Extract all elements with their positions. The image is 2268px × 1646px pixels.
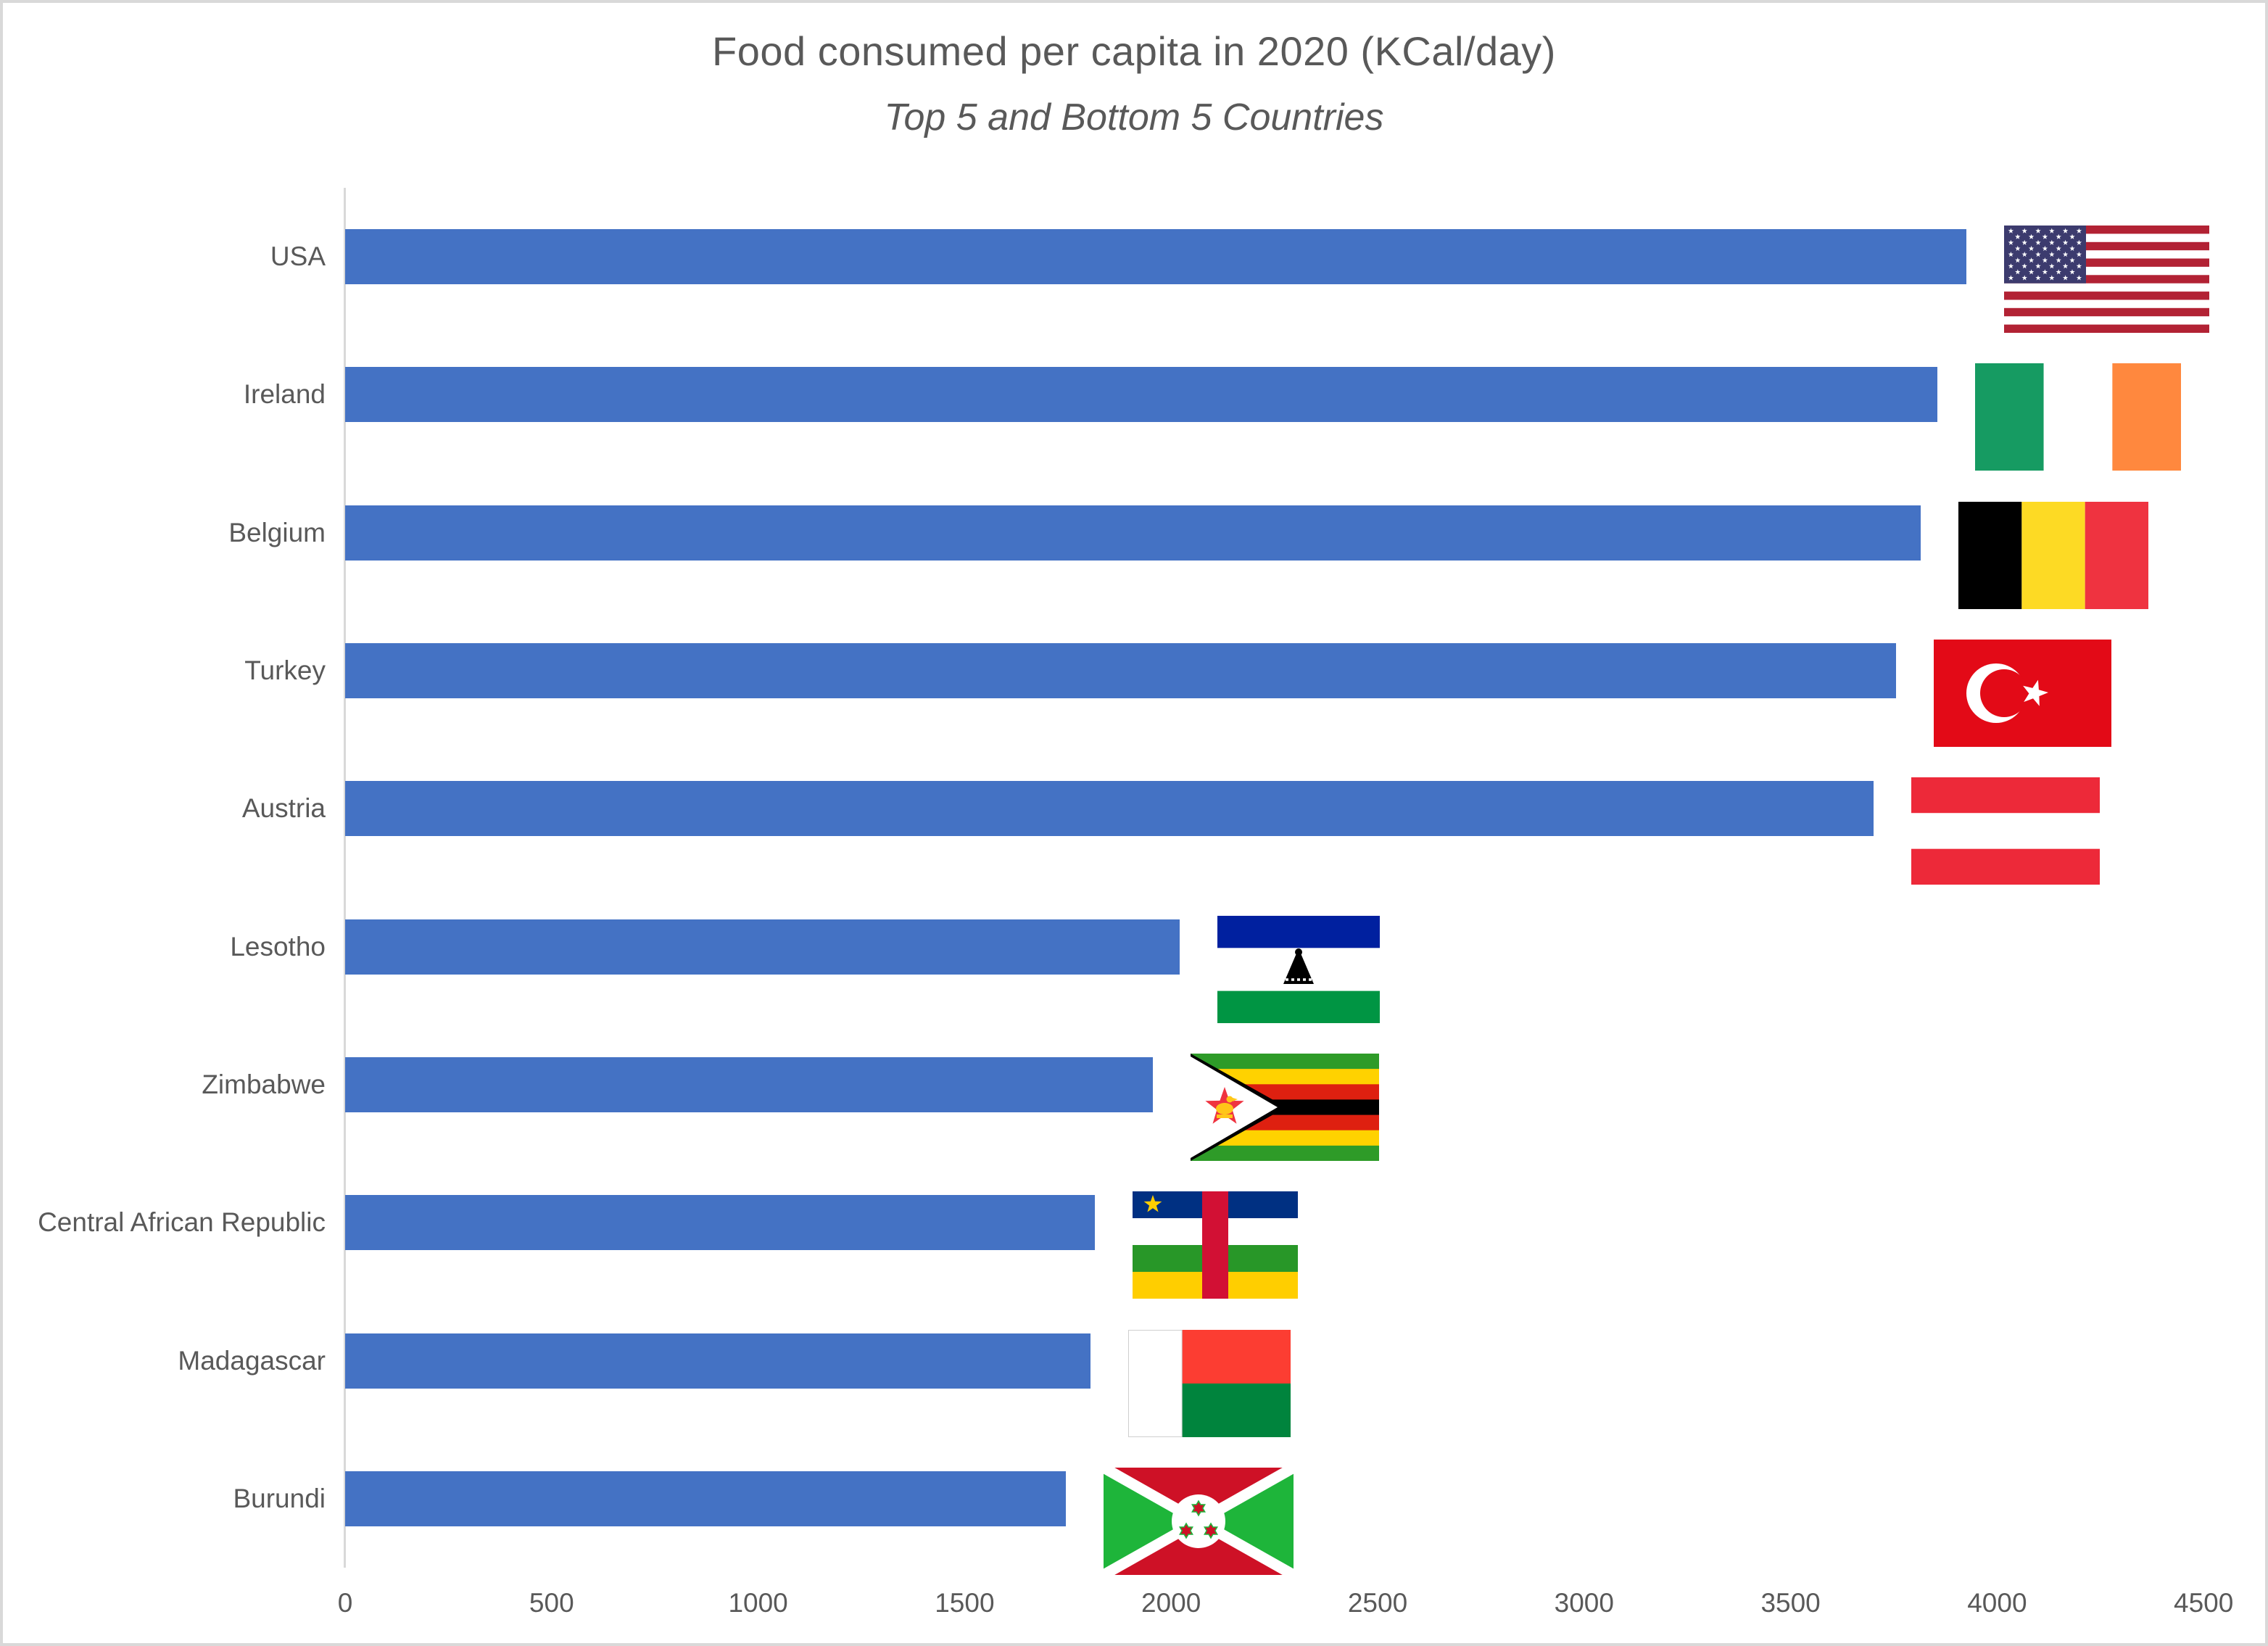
- bar-madagascar: [345, 1333, 1090, 1389]
- plot-area: USA Ireland Belgium Turkey Austria Lesotho Zim…: [3, 3, 2265, 1643]
- bar-burundi: [345, 1471, 1066, 1526]
- bar-central-african-republic: [345, 1195, 1095, 1251]
- bar-turkey: [345, 643, 1896, 699]
- bar-lesotho: [345, 919, 1180, 975]
- y-axis-line: [344, 188, 346, 1568]
- x-axis-tick-label: 500: [529, 1588, 574, 1618]
- category-label-belgium: Belgium: [228, 517, 326, 547]
- x-axis-tick-label: 2000: [1141, 1588, 1201, 1618]
- category-label-zimbabwe: Zimbabwe: [202, 1069, 326, 1099]
- zimbabwe-flag-icon: [1191, 1053, 1379, 1162]
- central-african-republic-flag-icon: [1133, 1191, 1298, 1299]
- x-axis-tick-label: 2500: [1347, 1588, 1408, 1618]
- turkey-flag-icon: [1934, 640, 2111, 748]
- x-axis-tick-label: 3000: [1554, 1588, 1614, 1618]
- usa-flag-icon: [2004, 226, 2209, 334]
- category-label-central-african-republic: Central African Republic: [38, 1207, 326, 1238]
- category-label-austria: Austria: [241, 793, 326, 824]
- category-label-madagascar: Madagascar: [178, 1345, 326, 1376]
- austria-flag-icon: [1911, 777, 2100, 885]
- x-axis-tick-label: 1000: [728, 1588, 788, 1618]
- x-axis-tick-label: 3500: [1760, 1588, 1821, 1618]
- chart-subtitle: Top 5 and Bottom 5 Countries: [884, 96, 1384, 138]
- category-label-lesotho: Lesotho: [230, 931, 326, 961]
- category-label-burundi: Burundi: [233, 1483, 326, 1513]
- bar-austria: [345, 781, 1874, 837]
- burundi-flag-icon: [1101, 1463, 1296, 1580]
- category-label-usa: USA: [270, 241, 326, 272]
- lesotho-flag-icon: [1217, 915, 1380, 1023]
- category-label-turkey: Turkey: [244, 655, 326, 686]
- x-axis-tick-label: 0: [337, 1588, 353, 1618]
- bar-zimbabwe: [345, 1056, 1153, 1112]
- x-axis-tick-label: 1500: [935, 1588, 995, 1618]
- bar-ireland: [345, 367, 1937, 423]
- chart-title: Food consumed per capita in 2020 (KCal/d…: [712, 28, 1556, 74]
- x-axis-tick-label: 4500: [2174, 1588, 2234, 1618]
- bar-belgium: [345, 505, 1921, 561]
- bar-usa: [345, 229, 1966, 285]
- belgium-flag-icon: [1958, 501, 2148, 609]
- ireland-flag-icon: [1975, 363, 2181, 471]
- madagascar-flag-icon: [1127, 1328, 1291, 1438]
- category-label-ireland: Ireland: [243, 379, 326, 410]
- x-axis-tick-label: 4000: [1967, 1588, 2027, 1618]
